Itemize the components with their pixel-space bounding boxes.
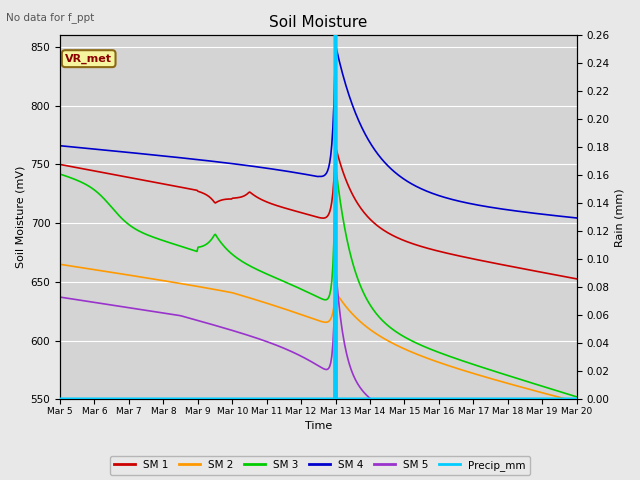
SM 3 — [346, 251, 354, 256]
Precip_mm — [332, 33, 339, 38]
SM 1 — [56, 162, 64, 168]
SM 5 — [346, 364, 354, 370]
Precip_mm — [332, 396, 340, 402]
SM 4 — [332, 45, 340, 50]
SM 1 — [526, 267, 534, 273]
SM 1 — [346, 187, 354, 192]
Precip_mm — [332, 33, 340, 38]
SM 5 — [437, 429, 445, 435]
SM 2 — [525, 386, 533, 392]
Line: SM 4: SM 4 — [60, 48, 577, 218]
Text: No data for f_ppt: No data for f_ppt — [6, 12, 95, 23]
Line: Precip_mm: Precip_mm — [60, 36, 577, 399]
Line: SM 1: SM 1 — [60, 149, 577, 279]
SM 1 — [217, 197, 225, 203]
SM 2 — [370, 329, 378, 335]
SM 3 — [332, 167, 340, 173]
SM 3 — [371, 309, 379, 315]
Title: Soil Moisture: Soil Moisture — [269, 15, 367, 30]
Text: VR_met: VR_met — [65, 54, 112, 64]
SM 4 — [371, 147, 379, 153]
SM 1 — [437, 249, 445, 254]
SM 1 — [274, 203, 282, 209]
SM 3 — [274, 276, 282, 282]
Legend: SM 1, SM 2, SM 3, SM 4, SM 5, Precip_mm: SM 1, SM 2, SM 3, SM 4, SM 5, Precip_mm — [110, 456, 530, 475]
SM 3 — [573, 394, 580, 400]
SM 2 — [56, 262, 64, 267]
SM 3 — [56, 171, 64, 177]
SM 5 — [573, 468, 580, 473]
Y-axis label: Soil Moisture (mV): Soil Moisture (mV) — [15, 166, 25, 268]
X-axis label: Time: Time — [305, 421, 332, 432]
SM 3 — [437, 350, 445, 356]
SM 3 — [217, 240, 225, 245]
SM 5 — [56, 294, 64, 300]
SM 4 — [217, 159, 225, 165]
SM 4 — [56, 143, 64, 149]
Line: SM 2: SM 2 — [60, 264, 577, 402]
Precip_mm — [56, 396, 64, 402]
SM 2 — [274, 304, 282, 310]
SM 5 — [371, 399, 379, 405]
SM 4 — [346, 96, 354, 101]
SM 2 — [217, 288, 225, 293]
Y-axis label: Rain (mm): Rain (mm) — [615, 188, 625, 247]
SM 4 — [437, 193, 445, 199]
SM 1 — [371, 221, 379, 227]
SM 3 — [526, 380, 534, 385]
SM 5 — [274, 343, 282, 348]
Line: SM 3: SM 3 — [60, 170, 577, 397]
SM 1 — [573, 276, 580, 282]
Precip_mm — [332, 33, 339, 38]
SM 2 — [573, 399, 580, 405]
Line: SM 5: SM 5 — [60, 273, 577, 470]
SM 4 — [526, 210, 534, 216]
SM 1 — [332, 146, 340, 152]
Precip_mm — [331, 396, 339, 402]
SM 4 — [274, 167, 282, 173]
Precip_mm — [573, 396, 580, 402]
SM 5 — [526, 455, 534, 461]
SM 2 — [345, 307, 353, 313]
SM 4 — [573, 215, 580, 221]
SM 2 — [436, 360, 444, 366]
SM 5 — [217, 324, 225, 330]
SM 5 — [332, 270, 340, 276]
